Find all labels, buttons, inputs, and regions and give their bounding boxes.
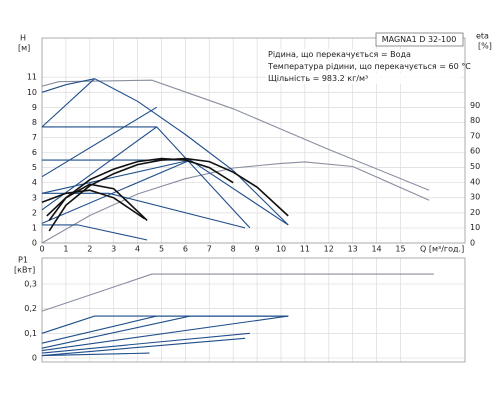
y2-tick-label: 90 <box>470 101 480 110</box>
curve <box>41 161 430 244</box>
y-tick-label: 11 <box>27 73 37 82</box>
y-tick-label: 4 <box>32 178 37 187</box>
x-tick-label: 15 <box>395 245 405 254</box>
y2-tick-label: 50 <box>470 162 480 171</box>
y2-unit: [%] <box>478 42 492 51</box>
y-tick-label: 0,1 <box>24 329 37 338</box>
x-tick-label: 0 <box>39 245 44 254</box>
y-label: P1 <box>18 256 28 265</box>
x-tick-label: 10 <box>276 245 286 254</box>
y-tick-label: 0,3 <box>24 279 37 288</box>
curve <box>41 337 246 357</box>
y2-tick-label: 10 <box>470 223 480 232</box>
x-tick-label: 11 <box>300 245 310 254</box>
y-tick-label: 1 <box>32 223 37 232</box>
y-tick-label: 7 <box>32 133 37 142</box>
y2-tick-label: 20 <box>470 208 480 217</box>
plot-frame <box>41 257 466 363</box>
y2-label: eta <box>476 32 489 41</box>
curve <box>41 79 430 191</box>
curve <box>46 183 148 221</box>
curve <box>41 106 157 178</box>
y-tick-label: 0 <box>32 239 37 248</box>
annotation-bg <box>266 49 462 60</box>
y-tick-label: 5 <box>32 163 37 172</box>
x-tick-label: 5 <box>159 245 164 254</box>
y-tick-label: 3 <box>32 193 37 202</box>
curve <box>41 78 95 128</box>
title-box <box>375 32 464 47</box>
x-tick-label: 12 <box>324 245 334 254</box>
y-label: H <box>20 34 26 43</box>
x-tick-label: 4 <box>135 245 140 254</box>
plot-frame <box>41 37 466 244</box>
x-tick-label: 13 <box>348 245 358 254</box>
annotation: Щільність = 983.2 кг/м³ <box>268 74 368 83</box>
x-tick-label: 9 <box>255 245 260 254</box>
x-label: Q [м³/год.] <box>420 245 464 254</box>
y2-tick-label: 40 <box>470 177 480 186</box>
x-tick-label: 3 <box>111 245 116 254</box>
y2-tick-label: 0 <box>470 239 475 248</box>
x-tick-label: 7 <box>207 245 212 254</box>
x-tick-label: 14 <box>371 245 381 254</box>
x-tick-label: 2 <box>87 245 92 254</box>
y-unit: [кВт] <box>14 266 35 275</box>
annotation: Рідина, що перекачується = Вода <box>268 50 411 59</box>
y-tick-label: 9 <box>32 103 37 112</box>
annotation-bg <box>266 73 462 84</box>
y-tick-label: 6 <box>32 148 37 157</box>
y2-tick-label: 70 <box>470 131 480 140</box>
curve <box>41 273 434 312</box>
y2-tick-label: 80 <box>470 116 480 125</box>
annotation-bg <box>266 61 462 72</box>
y-tick-label: 0,2 <box>24 304 37 313</box>
y-unit: [м] <box>18 44 30 53</box>
title: MAGNA1 D 32-100 <box>382 35 457 44</box>
y-tick-label: 0 <box>32 354 37 363</box>
curve <box>41 78 289 226</box>
x-tick-label: 1 <box>63 245 68 254</box>
curve <box>41 189 146 220</box>
curve <box>41 332 250 354</box>
annotation: Температура рідини, що перекачується = 6… <box>267 62 471 71</box>
curve <box>41 352 150 357</box>
curve <box>41 315 289 352</box>
y2-tick-label: 30 <box>470 193 480 202</box>
curve <box>48 157 289 232</box>
curve <box>41 315 289 349</box>
curve <box>41 126 158 211</box>
x-tick-label: 6 <box>183 245 188 254</box>
y2-tick-label: 60 <box>470 147 480 156</box>
y-tick-label: 2 <box>32 208 37 217</box>
x-tick-label: 8 <box>231 245 236 254</box>
y-tick-label: 10 <box>27 88 37 97</box>
curve <box>41 159 191 194</box>
y-tick-label: 8 <box>32 118 37 127</box>
